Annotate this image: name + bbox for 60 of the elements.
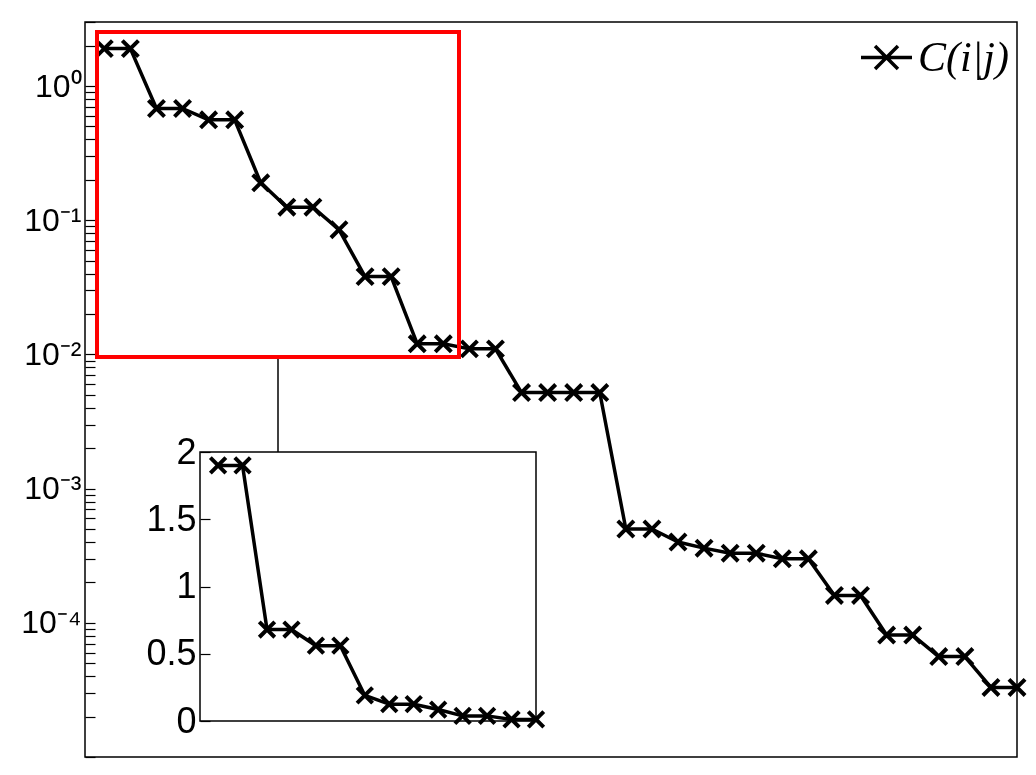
point [328,219,350,240]
point [667,531,689,553]
point [485,338,506,359]
legend-label: C(i|j) [918,33,1009,81]
point [302,197,323,218]
point [403,694,424,714]
y-tick-label: 1 [176,565,197,606]
point [433,333,454,354]
point [501,709,522,730]
point [477,706,497,726]
point [257,619,277,640]
point [355,266,376,287]
point [537,382,558,403]
y-tick-label: 10⁰ [34,67,82,104]
point [172,98,193,119]
point [563,382,584,403]
point [641,518,662,540]
point [381,266,402,287]
point [746,543,767,564]
point [772,548,793,569]
point [876,625,897,646]
point [232,455,253,476]
point [120,38,141,59]
point [798,548,819,569]
point [615,518,636,540]
point [1006,677,1028,698]
point [428,699,448,720]
point [954,646,975,667]
point [511,382,532,403]
point [694,538,715,559]
point [459,338,480,359]
y-tick-label: 10⁻⁴ [21,604,82,641]
y-tick-label: 0 [176,699,197,741]
point [407,333,428,354]
point [208,455,228,476]
point [902,625,923,646]
point [379,694,400,714]
y-tick-label: 2 [176,430,197,472]
point [330,635,351,656]
point [306,635,326,656]
point [526,709,546,730]
point [198,109,219,130]
y-tick-label: 10⁻³ [24,470,82,507]
y-tick-label: 10⁻² [24,335,82,372]
point [250,172,271,193]
point [928,646,949,667]
y-tick-label: 10⁻¹ [24,201,82,238]
point [224,109,245,130]
point [824,585,845,606]
point [276,197,297,218]
point [980,677,1001,698]
point [452,706,473,726]
point [146,98,167,119]
point [355,685,375,706]
point [589,382,610,403]
point [720,543,741,564]
point [281,619,302,640]
y-tick-label: 0.5 [146,632,197,674]
y-tick-label: 1.5 [146,497,197,539]
point [850,585,871,606]
